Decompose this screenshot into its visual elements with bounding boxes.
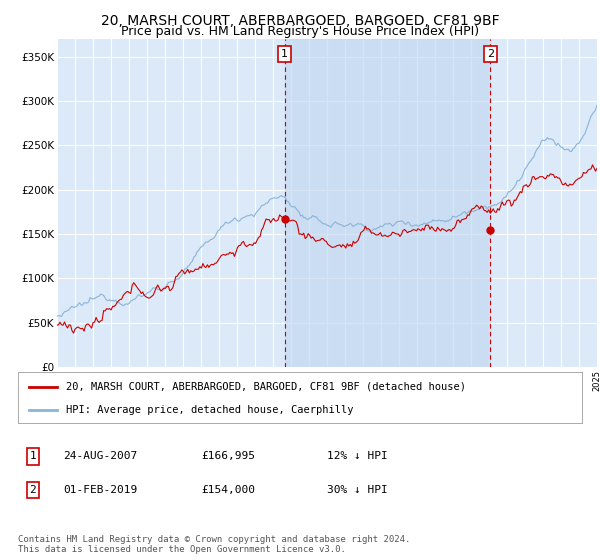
Text: 2: 2 [487,49,494,59]
Text: 1: 1 [281,49,288,59]
Text: Price paid vs. HM Land Registry's House Price Index (HPI): Price paid vs. HM Land Registry's House … [121,25,479,38]
Text: £166,995: £166,995 [201,451,255,461]
Text: 01-FEB-2019: 01-FEB-2019 [63,485,137,495]
Text: 24-AUG-2007: 24-AUG-2007 [63,451,137,461]
Text: 1: 1 [29,451,37,461]
Text: £154,000: £154,000 [201,485,255,495]
Bar [285,39,490,367]
Text: 12% ↓ HPI: 12% ↓ HPI [327,451,388,461]
Text: 2: 2 [29,485,37,495]
Text: Contains HM Land Registry data © Crown copyright and database right 2024.
This d: Contains HM Land Registry data © Crown c… [18,535,410,554]
Text: 20, MARSH COURT, ABERBARGOED, BARGOED, CF81 9BF (detached house): 20, MARSH COURT, ABERBARGOED, BARGOED, C… [66,381,466,391]
Text: 20, MARSH COURT, ABERBARGOED, BARGOED, CF81 9BF: 20, MARSH COURT, ABERBARGOED, BARGOED, C… [101,14,499,28]
Text: HPI: Average price, detached house, Caerphilly: HPI: Average price, detached house, Caer… [66,405,353,415]
Text: 30% ↓ HPI: 30% ↓ HPI [327,485,388,495]
